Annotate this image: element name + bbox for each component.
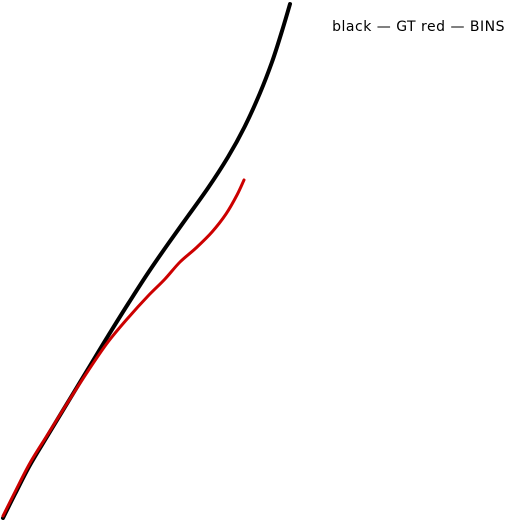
- series-layer: [1, 2, 292, 520]
- legend-text: black — GT red — BINS: [332, 19, 505, 35]
- series-line-2: [1, 178, 246, 518]
